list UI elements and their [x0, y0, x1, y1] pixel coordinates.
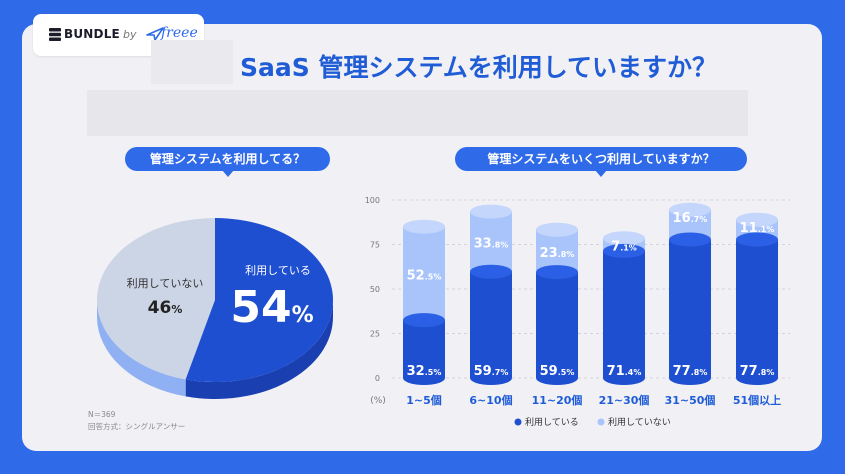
y-tick-label: 25 [370, 330, 380, 339]
bar-unused-value: 52.5% [407, 268, 442, 283]
bar-unused-cap [736, 212, 778, 227]
pie-value-used: 54% [230, 282, 313, 333]
freee-brand: freee [161, 25, 198, 41]
bar-used-segment [470, 271, 512, 385]
bar-question-pill: 管理システムをいくつ利用していますか？ [455, 147, 747, 177]
bar-used-cap [470, 264, 512, 279]
y-unit-label: (%) [370, 396, 386, 406]
bar-unused-segment [470, 211, 512, 272]
blurred-banner [87, 90, 748, 136]
bar-unused-value: 33.8% [474, 237, 509, 252]
bar-unused-segment [403, 226, 445, 321]
legend-label-used: 利用している [525, 416, 579, 428]
pie-side-used [185, 300, 333, 399]
pie-slice-unused [97, 218, 215, 380]
y-tick-label: 100 [365, 196, 380, 205]
logo-by: by [123, 28, 137, 41]
sample-size-note: N＝369 [88, 410, 116, 419]
bar-unused-value: 23.8% [540, 246, 575, 261]
bar-used-cap [736, 232, 778, 247]
bar-used-value: 59.5% [540, 364, 575, 379]
blurred-block [151, 40, 233, 84]
bar-category-label: 1~5個 [406, 393, 442, 407]
bar-used-value: 77.8% [673, 364, 708, 379]
bar-used-value: 32.5% [407, 364, 442, 379]
bar-used-cap [536, 265, 578, 280]
bar-used-cap [669, 232, 711, 247]
bar-unused-cap [403, 219, 445, 234]
legend-swatch-unused [597, 418, 605, 426]
bundle-freee-logo: BUNDLE by freee [33, 14, 204, 56]
answer-method-note: 回答方式：シングルアンサー [88, 422, 186, 431]
bar-used-segment [403, 320, 445, 385]
bar-category-label: 21~30個 [599, 393, 650, 407]
legend-swatch-used [514, 418, 522, 426]
bar-used-segment [603, 250, 645, 385]
y-tick-label: 50 [370, 285, 380, 294]
bar-unused-value: 11.1% [740, 221, 775, 236]
legend-label-unused: 利用していない [608, 416, 671, 428]
pie-label-used: 利用している [245, 264, 311, 277]
bar-unused-cap [669, 202, 711, 217]
pie-slice-used [185, 218, 333, 382]
pie-question-pill: 管理システムを利用してる？ [125, 147, 330, 177]
bar-used-value: 71.4% [607, 364, 642, 379]
bundle-brand: BUNDLE [64, 27, 120, 41]
pie-label-unused: 利用していない [127, 277, 204, 290]
bar-category-label: 11~20個 [532, 393, 583, 407]
page-title: SaaS 管理システムを利用していますか？ [240, 53, 717, 82]
bar-category-label: 6~10個 [469, 393, 512, 407]
bar-used-cap [403, 313, 445, 328]
bar-unused-cap [603, 231, 645, 246]
bar-used-segment [536, 272, 578, 385]
y-tick-label: 0 [375, 374, 380, 383]
bundle-logo-icon [49, 28, 61, 41]
bar-unused-cap [536, 222, 578, 237]
bar-used-cap [603, 243, 645, 258]
y-tick-label: 75 [370, 241, 380, 250]
bar-used-value: 77.8% [740, 364, 775, 379]
bar-unused-segment [536, 229, 578, 273]
bar-category-label: 51個以上 [733, 393, 781, 407]
bar-category-label: 31~50個 [665, 393, 716, 407]
bar-used-segment [669, 239, 711, 385]
pie-value-unused: 46% [148, 298, 183, 318]
pie-side-unused [97, 300, 186, 397]
bar-unused-cap [470, 204, 512, 219]
bar-unused-value: 16.7% [673, 211, 708, 226]
bar-unused-value: 7.1% [611, 239, 637, 254]
bar-used-value: 59.7% [474, 364, 509, 379]
bar-used-segment [736, 239, 778, 385]
